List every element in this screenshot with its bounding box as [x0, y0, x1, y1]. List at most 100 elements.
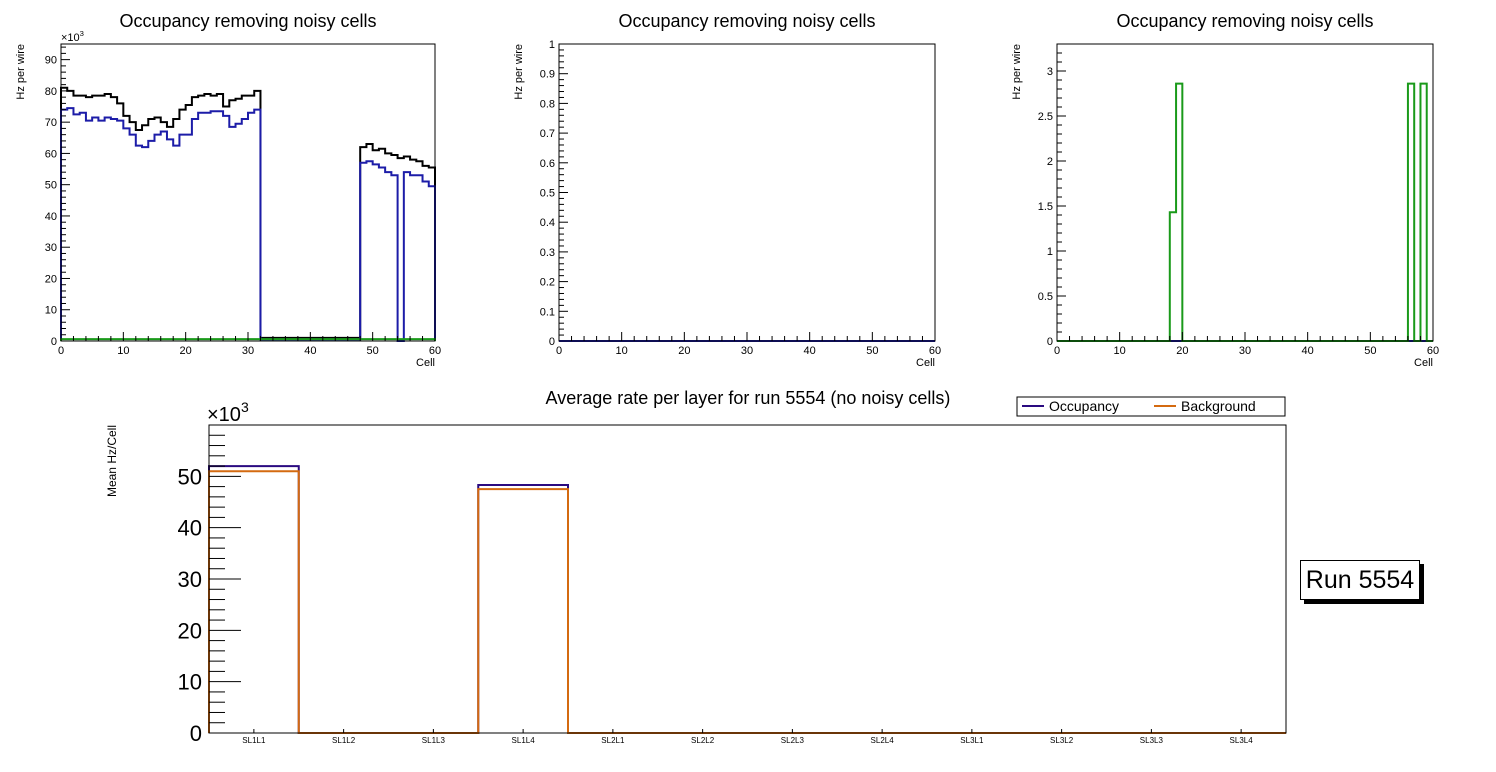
plot-frame — [558, 43, 936, 342]
x-axis-label: Cell — [916, 357, 935, 369]
y-axis-label: Hz per wire — [513, 44, 525, 100]
y-axis-label: Hz per wire — [1011, 44, 1023, 100]
x-tick-label: 0 — [58, 345, 64, 357]
legend: Occupancy Background — [1016, 396, 1286, 417]
plot-frame — [60, 43, 436, 342]
y-tick-label: 0.8 — [540, 98, 555, 110]
y-tick-label: 40 — [45, 211, 57, 223]
y-tick-label: 20 — [178, 618, 202, 643]
panel-title: Occupancy removing noisy cells — [618, 11, 875, 31]
y-tick-label: 60 — [45, 148, 57, 160]
panel-title: Occupancy removing noisy cells — [119, 11, 376, 31]
x-tick-label: 50 — [866, 345, 878, 357]
y-tick-label: 10 — [178, 670, 202, 695]
legend-label-occupancy: Occupancy — [1049, 398, 1119, 414]
y-tick-label: 0.4 — [540, 217, 555, 229]
x-tick-label: 40 — [1302, 345, 1314, 357]
x-tick-label: 20 — [678, 345, 690, 357]
x-tick-label: 20 — [180, 345, 192, 357]
x-tick-label: 10 — [117, 345, 129, 357]
x-tick-label: 20 — [1176, 345, 1188, 357]
panel-title: Average rate per layer for run 5554 (no … — [546, 388, 951, 408]
y-tick-label: 40 — [178, 516, 202, 541]
category-label: SL3L2 — [1050, 736, 1074, 745]
y-tick-label: 50 — [45, 180, 57, 192]
x-tick-label: 30 — [1239, 345, 1251, 357]
y-tick-label: 2.5 — [1038, 111, 1053, 123]
y-tick-label: 20 — [45, 273, 57, 285]
y-tick-label: 70 — [45, 117, 57, 129]
category-label: SL3L1 — [960, 736, 984, 745]
y-tick-label: 80 — [45, 86, 57, 98]
category-label: SL1L4 — [512, 736, 536, 745]
y-tick-label: 0.5 — [1038, 291, 1053, 303]
category-label: SL2L3 — [781, 736, 805, 745]
run-label-box: Run 5554 — [1300, 560, 1420, 600]
layer-rate-panel: Average rate per layer for run 5554 (no … — [105, 388, 1287, 746]
y-tick-label: 0.2 — [540, 277, 555, 289]
y-tick-label: 0.3 — [540, 247, 555, 259]
x-tick-label: 10 — [1114, 345, 1126, 357]
x-axis-label: Cell — [1414, 357, 1433, 369]
y-tick-label: 0 — [1047, 336, 1053, 348]
category-label: SL1L3 — [422, 736, 446, 745]
category-label: SL3L4 — [1230, 736, 1254, 745]
histogram-panel-1: Occupancy removing noisy cells 0 10 20 30 40 5… — [15, 11, 441, 369]
x-tick-label: 40 — [804, 345, 816, 357]
y-tick-label: 0.7 — [540, 128, 555, 140]
x-tick-label: 60 — [929, 345, 941, 357]
run-label-text: Run 5554 — [1305, 566, 1415, 594]
y-axis-label: Hz per wire — [15, 44, 27, 100]
y-tick-label: 90 — [45, 55, 57, 67]
axis-scale-label: ×103 — [207, 399, 249, 426]
y-tick-label: 1 — [1047, 246, 1053, 258]
category-label: SL2L2 — [691, 736, 715, 745]
y-tick-label: 0 — [190, 721, 202, 746]
x-tick-label: 50 — [367, 345, 379, 357]
x-tick-label: 30 — [741, 345, 753, 357]
plot-frame — [208, 424, 1287, 734]
x-tick-label: 40 — [304, 345, 316, 357]
y-axis-label: Mean Hz/Cell — [105, 425, 119, 497]
y-tick-label: 10 — [45, 305, 57, 317]
series-occupancy — [60, 86, 436, 341]
y-tick-label: 1.5 — [1038, 201, 1053, 213]
y-tick-label: 30 — [178, 567, 202, 592]
y-tick-label: 50 — [178, 464, 202, 489]
y-tick-label: 0.6 — [540, 158, 555, 170]
y-tick-label: 1 — [549, 39, 555, 51]
x-tick-label: 60 — [429, 345, 441, 357]
y-tick-label: 0.9 — [540, 69, 555, 81]
axis-scale-label: ×103 — [61, 29, 84, 44]
x-tick-label: 0 — [556, 345, 562, 357]
category-label: SL1L2 — [332, 736, 356, 745]
plot-frame — [1056, 43, 1434, 342]
x-tick-label: 50 — [1364, 345, 1376, 357]
series-background — [60, 107, 436, 342]
y-tick-label: 0 — [549, 336, 555, 348]
y-tick-label: 0.1 — [540, 306, 555, 318]
x-tick-label: 30 — [242, 345, 254, 357]
panel-title: Occupancy removing noisy cells — [1116, 11, 1373, 31]
y-tick-label: 2 — [1047, 156, 1053, 168]
category-label: SL2L1 — [601, 736, 625, 745]
legend-label-background: Background — [1181, 398, 1256, 414]
series-noisy — [1057, 82, 1433, 342]
legend-box — [1016, 396, 1286, 417]
x-tick-label: 10 — [616, 345, 628, 357]
x-tick-label: 0 — [1054, 345, 1060, 357]
x-tick-label: 60 — [1427, 345, 1439, 357]
y-tick-label: 3 — [1047, 66, 1053, 78]
series-occupancy — [208, 465, 1286, 734]
y-tick-label: 30 — [45, 242, 57, 254]
category-label: SL2L4 — [871, 736, 895, 745]
series-background — [208, 470, 1286, 734]
x-axis-label: Cell — [416, 357, 435, 369]
y-tick-label: 0 — [51, 336, 57, 348]
category-label: SL3L3 — [1140, 736, 1164, 745]
category-label: SL1L1 — [242, 736, 266, 745]
y-tick-label: 0.5 — [540, 188, 555, 200]
